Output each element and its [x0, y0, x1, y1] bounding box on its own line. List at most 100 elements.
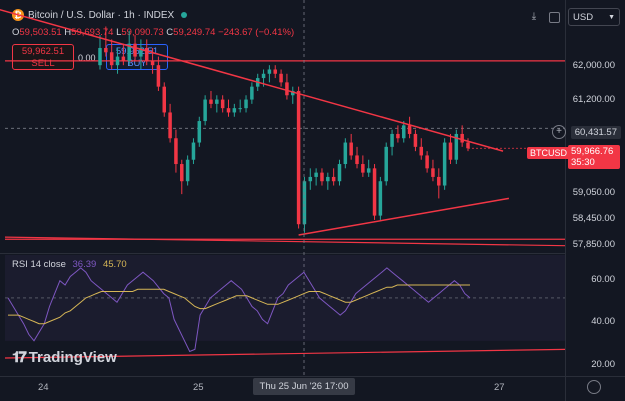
currency-select[interactable]: USD ▼ [568, 8, 620, 26]
buy-label: BUY [127, 58, 147, 69]
rsi-trendline [4, 348, 566, 359]
rsi-legend[interactable]: RSI 14 close 36.39 45.70 [12, 259, 127, 270]
arrow-down-icon[interactable]: ⤓ [531, 11, 537, 22]
candle-body [296, 90, 301, 225]
rsi-axis-label: 40.00 [591, 316, 615, 327]
candle-body [390, 133, 394, 147]
chevron-down-icon: ▼ [608, 13, 615, 21]
candle-body [343, 142, 348, 165]
candle-body [384, 146, 388, 182]
price-axis-label: 59,050.00 [572, 187, 615, 198]
candle-body [437, 176, 441, 186]
sell-price: 59,962.51 [21, 46, 65, 57]
candle-body [279, 73, 283, 83]
candle-body [413, 133, 418, 147]
add-alert-icon[interactable]: + [552, 125, 566, 139]
candle-body [361, 164, 365, 173]
candle-body [331, 176, 336, 182]
watermark-text: TradingView [28, 349, 117, 366]
fullscreen-icon[interactable] [549, 12, 560, 23]
candle-body [308, 176, 313, 182]
time-axis-label: 24 [38, 382, 49, 393]
candle-body [349, 142, 353, 156]
candle-body [238, 108, 242, 110]
candle-body [285, 82, 289, 96]
candle-body [314, 172, 318, 177]
candle-body [133, 43, 137, 57]
candle-body [191, 142, 196, 160]
candle-body [431, 168, 435, 177]
ohlc-change: −243.67 (−0.41%) [218, 27, 295, 38]
rsi-ma-line [8, 284, 470, 325]
candle-body [401, 125, 406, 139]
rsi-axis-label: 60.00 [591, 274, 615, 285]
candle-body [180, 164, 184, 182]
ohlc-high: 59,693.74 [71, 27, 114, 38]
rsi-band [5, 255, 565, 341]
candle-body [98, 47, 102, 66]
spread-value: 0.00 [78, 53, 96, 63]
candle-body [273, 69, 277, 74]
candle-body [121, 56, 126, 61]
descending-trendline [0, 8, 504, 152]
rsi-ma-value: 45.70 [102, 259, 127, 270]
bar-countdown: 35:30 [571, 157, 595, 168]
sell-button[interactable]: 59,962.51 SELL [12, 44, 74, 70]
ohlc-low: 59,090.73 [121, 27, 164, 38]
candle-body [144, 47, 149, 61]
ascending-trendline [298, 197, 510, 236]
candle-body [185, 159, 190, 182]
candle-body [174, 138, 178, 165]
candle-body [291, 90, 295, 96]
ohlc-open: 59,503.51 [19, 27, 62, 38]
candle-body [261, 73, 266, 79]
price-axis-label: 58,450.00 [572, 213, 615, 224]
candle-body [226, 108, 231, 113]
candle-body [220, 99, 225, 109]
candle-body [139, 47, 143, 57]
candle-body [425, 155, 429, 169]
candle-body [302, 181, 307, 225]
candle-body [326, 176, 330, 182]
rsi-line [7, 267, 471, 353]
candle-body [366, 168, 371, 173]
support-line [4, 236, 566, 247]
ohlc-values: O59,503.51 H59,693.74 L59,090.73 C59,249… [12, 27, 295, 38]
buy-price: 59,962.51 [115, 46, 159, 57]
last-price-tag: 59,966.76 35:30 [568, 145, 620, 169]
market-status-dot [181, 12, 188, 18]
rsi-axis-label: 20.00 [591, 359, 615, 370]
time-axis-label: 25 [193, 382, 204, 393]
candle-body [407, 125, 412, 134]
rsi-value: 36.39 [72, 259, 97, 270]
candle-body [162, 86, 167, 113]
symbol-title: Bitcoin / U.S. Dollar · 1h · INDEX [28, 9, 175, 21]
candle-body [378, 181, 383, 216]
candle-body [156, 65, 161, 87]
candle-body [442, 142, 447, 186]
candle-body [232, 108, 237, 113]
tradingview-logo: 𝟏𝟕 TradingView [12, 349, 117, 366]
candle-body [104, 47, 108, 53]
candle-body [150, 60, 155, 66]
price-axis-label: 57,850.00 [572, 239, 615, 250]
currency-value: USD [573, 11, 594, 23]
ohlc-close: 59,249.74 [173, 27, 216, 38]
candle-body [168, 112, 172, 139]
candle-body [127, 43, 131, 61]
sell-label: SELL [31, 58, 55, 69]
candle-body [454, 133, 459, 160]
candle-body [337, 164, 342, 182]
crosshair-time-label: Thu 25 Jun '26 17:00 [253, 378, 355, 395]
time-axis-label: 27 [494, 382, 505, 393]
candle-body [396, 133, 400, 139]
candle-body [197, 121, 202, 143]
clock-icon[interactable] [587, 380, 601, 394]
price-axis-label: 61,200.00 [572, 94, 615, 105]
candle-body [267, 69, 272, 74]
candle-body [419, 146, 424, 156]
candle-body [372, 168, 377, 216]
crosshair-price-tag: 60,431.57 [570, 126, 621, 139]
